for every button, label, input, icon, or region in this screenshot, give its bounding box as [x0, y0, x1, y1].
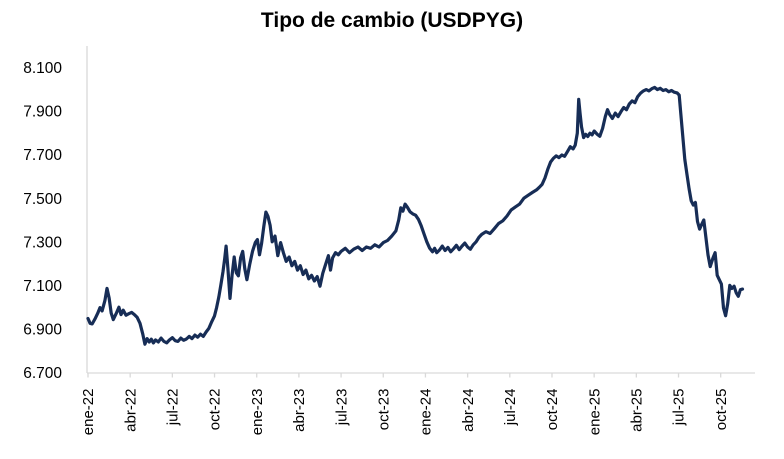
y-tick-label: 6.900: [23, 322, 62, 339]
x-tick-label: abr-23: [291, 389, 308, 432]
x-tick-label: abr-24: [460, 389, 477, 432]
x-tick-label: ene-24: [418, 389, 435, 436]
x-tick-label: ene-22: [80, 389, 97, 436]
x-tick-label: oct-25: [713, 389, 730, 431]
x-tick-label: jul-22: [165, 389, 182, 427]
y-tick-label: 7.300: [23, 234, 62, 251]
y-tick-label: 6.700: [23, 365, 62, 382]
axis-lines: [86, 46, 755, 374]
x-tick-label: ene-25: [586, 389, 603, 436]
y-tick-label: 8.100: [23, 60, 62, 77]
chart-title: Tipo de cambio (USDPYG): [260, 9, 524, 32]
x-tick-label: oct-24: [544, 389, 561, 431]
x-tick-label: jul-25: [671, 389, 688, 427]
x-tick-label: oct-23: [375, 389, 392, 431]
y-tick-label: 7.500: [23, 191, 62, 208]
y-tick-label: 7.700: [23, 147, 62, 164]
y-tick-label: 7.100: [23, 278, 62, 295]
x-tick-label: oct-22: [207, 389, 224, 431]
x-tick-label: jul-24: [502, 389, 519, 427]
y-tick-label: 7.900: [23, 104, 62, 121]
x-tick-label: abr-22: [122, 389, 139, 432]
x-tick-label: abr-25: [629, 389, 646, 432]
x-tick-label: jul-23: [333, 389, 350, 427]
x-tick-label: ene-23: [249, 389, 266, 436]
exchange-rate-line: [86, 85, 745, 346]
